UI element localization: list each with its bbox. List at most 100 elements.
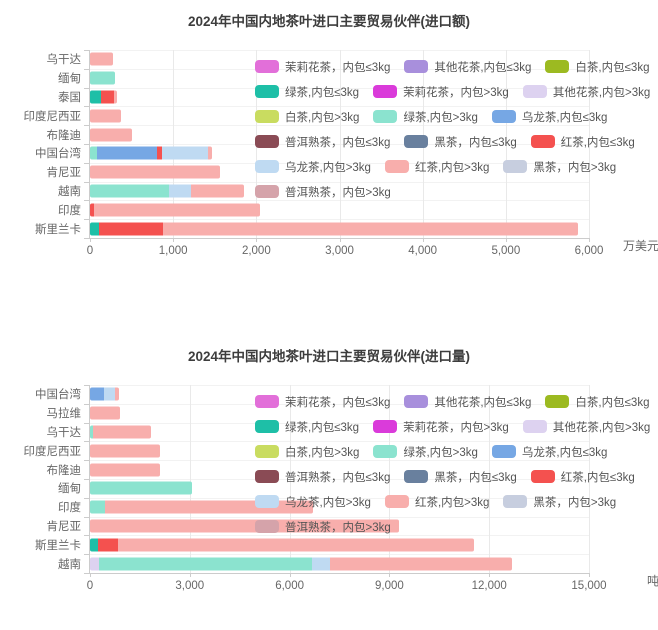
bar-segment-乌龙茶,内包>3kg[interactable] <box>104 387 115 401</box>
bar-segment-红茶,内包≤3kg[interactable] <box>97 538 118 552</box>
bar-segment-红茶,内包≤3kg[interactable] <box>157 146 162 160</box>
legend-item-普洱熟茶，内包>3kg[interactable]: 普洱熟茶，内包>3kg <box>255 184 391 200</box>
stacked-bar-印度尼西亚[interactable] <box>90 444 160 458</box>
bar-segment-绿茶,内包>3kg[interactable] <box>90 146 98 160</box>
legend-item-茉莉花茶，内包>3kg[interactable]: 茉莉花茶，内包>3kg <box>373 419 509 435</box>
legend-item-白茶,内包>3kg[interactable]: 白茶,内包>3kg <box>255 109 359 125</box>
stacked-bar-乌干达[interactable] <box>90 52 114 66</box>
legend-item-label: 普洱熟茶，内包>3kg <box>285 186 391 199</box>
stacked-bar-肯尼亚[interactable] <box>90 519 400 533</box>
bar-segment-红茶,内包≤3kg[interactable] <box>90 203 95 217</box>
bar-segment-绿茶,内包>3kg[interactable] <box>98 557 312 571</box>
bar-segment-绿茶,内包≤3kg[interactable] <box>90 538 98 552</box>
legend-item-茉莉花茶，内包>3kg[interactable]: 茉莉花茶，内包>3kg <box>373 84 509 100</box>
legend-item-红茶,内包>3kg[interactable]: 红茶,内包>3kg <box>384 159 489 175</box>
legend-item-其他花茶,内包>3kg[interactable]: 其他花茶,内包>3kg <box>522 84 650 100</box>
bar-segment-红茶,内包>3kg[interactable] <box>94 203 260 217</box>
bar-segment-红茶,内包>3kg[interactable] <box>329 557 513 571</box>
stacked-bar-中国台湾[interactable] <box>90 387 119 401</box>
bar-segment-红茶,内包>3kg[interactable] <box>114 90 118 104</box>
legend-item-茉莉花茶，内包≤3kg[interactable]: 茉莉花茶，内包≤3kg <box>255 394 390 410</box>
bar-segment-红茶,内包>3kg[interactable] <box>90 406 120 420</box>
gridline-horizontal <box>90 554 589 556</box>
legend-item-乌龙茶,内包≤3kg[interactable]: 乌龙茶,内包≤3kg <box>491 444 607 460</box>
legend-item-白茶,内包≤3kg[interactable]: 白茶,内包≤3kg <box>545 394 649 410</box>
stacked-bar-肯尼亚[interactable] <box>90 165 220 179</box>
legend-item-黑茶，内包>3kg[interactable]: 黑茶，内包>3kg <box>503 494 616 510</box>
x-axis-tick <box>505 238 507 242</box>
bar-segment-红茶,内包>3kg[interactable] <box>92 425 151 439</box>
bar-segment-红茶,内包≤3kg[interactable] <box>100 90 115 104</box>
bar-segment-绿茶,内包>3kg[interactable] <box>90 184 169 198</box>
legend-item-其他花茶,内包≤3kg[interactable]: 其他花茶,内包≤3kg <box>404 59 531 75</box>
legend-item-红茶,内包≤3kg[interactable]: 红茶,内包≤3kg <box>530 469 635 485</box>
legend-item-黑茶，内包>3kg[interactable]: 黑茶，内包>3kg <box>503 159 616 175</box>
legend-item-白茶,内包>3kg[interactable]: 白茶,内包>3kg <box>255 444 359 460</box>
bar-segment-绿茶,内包>3kg[interactable] <box>90 500 105 514</box>
bar-segment-红茶,内包>3kg[interactable] <box>190 184 244 198</box>
legend-item-绿茶,内包>3kg[interactable]: 绿茶,内包>3kg <box>373 444 478 460</box>
bar-segment-红茶,内包>3kg[interactable] <box>90 128 133 142</box>
category-label: 布隆迪 <box>46 464 82 477</box>
stacked-bar-布隆迪[interactable] <box>90 463 161 477</box>
stacked-bar-印度尼西亚[interactable] <box>90 109 121 123</box>
stacked-bar-布隆迪[interactable] <box>90 128 133 142</box>
bar-segment-其他花茶,内包>3kg[interactable] <box>90 557 99 571</box>
legend-item-乌龙茶,内包>3kg[interactable]: 乌龙茶,内包>3kg <box>255 159 371 175</box>
bar-segment-红茶,内包>3kg[interactable] <box>90 463 161 477</box>
stacked-bar-斯里兰卡[interactable] <box>90 538 474 552</box>
bar-segment-红茶,内包>3kg[interactable] <box>117 538 474 552</box>
legend-item-普洱熟茶，内包≤3kg[interactable]: 普洱熟茶，内包≤3kg <box>255 134 390 150</box>
bar-segment-乌龙茶,内包≤3kg[interactable] <box>97 146 158 160</box>
bar-segment-绿茶,内包≤3kg[interactable] <box>90 222 100 236</box>
bar-segment-红茶,内包>3kg[interactable] <box>90 109 121 123</box>
legend-item-黑茶，内包≤3kg[interactable]: 黑茶，内包≤3kg <box>404 469 517 485</box>
bar-segment-绿茶,内包≤3kg[interactable] <box>90 90 101 104</box>
stacked-bar-印度[interactable] <box>90 203 260 217</box>
bar-segment-红茶,内包>3kg[interactable] <box>90 52 114 66</box>
legend-item-绿茶,内包≤3kg[interactable]: 绿茶,内包≤3kg <box>255 84 359 100</box>
bar-segment-乌龙茶,内包≤3kg[interactable] <box>90 387 105 401</box>
legend-item-红茶,内包≤3kg[interactable]: 红茶,内包≤3kg <box>530 134 635 150</box>
bar-segment-红茶,内包>3kg[interactable] <box>114 387 119 401</box>
bar-segment-红茶,内包>3kg[interactable] <box>90 519 400 533</box>
legend-item-其他花茶,内包≤3kg[interactable]: 其他花茶,内包≤3kg <box>404 394 531 410</box>
y-axis-tick <box>84 50 90 51</box>
stacked-bar-乌干达[interactable] <box>90 425 151 439</box>
y-axis-tick <box>84 497 90 499</box>
legend-item-绿茶,内包>3kg[interactable]: 绿茶,内包>3kg <box>373 109 478 125</box>
legend-item-普洱熟茶，内包>3kg[interactable]: 普洱熟茶，内包>3kg <box>255 519 391 535</box>
stacked-bar-缅甸[interactable] <box>90 71 115 85</box>
legend-item-绿茶,内包≤3kg[interactable]: 绿茶,内包≤3kg <box>255 419 359 435</box>
legend-color-chip <box>522 420 547 433</box>
legend-color-chip <box>255 395 279 408</box>
bar-segment-乌龙茶,内包>3kg[interactable] <box>161 146 209 160</box>
legend-item-红茶,内包>3kg[interactable]: 红茶,内包>3kg <box>384 494 489 510</box>
legend-item-黑茶，内包≤3kg[interactable]: 黑茶，内包≤3kg <box>404 134 517 150</box>
bar-segment-红茶,内包>3kg[interactable] <box>90 444 160 458</box>
chart-legend: 茉莉花茶，内包≤3kg 其他花茶,内包≤3kg 白茶,内包≤3kg 绿茶,内包≤3kg… <box>255 54 655 204</box>
stacked-bar-斯里兰卡[interactable] <box>90 222 579 236</box>
bar-segment-红茶,内包>3kg[interactable] <box>90 165 220 179</box>
bar-segment-绿茶,内包>3kg[interactable] <box>90 425 93 439</box>
bar-segment-乌龙茶,内包>3kg[interactable] <box>169 184 191 198</box>
stacked-bar-越南[interactable] <box>90 184 244 198</box>
stacked-bar-泰国[interactable] <box>90 90 118 104</box>
legend-item-白茶,内包≤3kg[interactable]: 白茶,内包≤3kg <box>545 59 649 75</box>
legend-item-乌龙茶,内包>3kg[interactable]: 乌龙茶,内包>3kg <box>255 494 371 510</box>
bar-segment-红茶,内包≤3kg[interactable] <box>99 222 164 236</box>
bar-segment-绿茶,内包>3kg[interactable] <box>90 71 115 85</box>
legend-item-乌龙茶,内包≤3kg[interactable]: 乌龙茶,内包≤3kg <box>491 109 607 125</box>
bar-segment-红茶,内包>3kg[interactable] <box>208 146 213 160</box>
stacked-bar-越南[interactable] <box>90 557 513 571</box>
legend-item-普洱熟茶，内包≤3kg[interactable]: 普洱熟茶，内包≤3kg <box>255 469 390 485</box>
bar-segment-绿茶,内包>3kg[interactable] <box>90 481 193 495</box>
stacked-bar-中国台湾[interactable] <box>90 146 213 160</box>
stacked-bar-缅甸[interactable] <box>90 481 193 495</box>
stacked-bar-马拉维[interactable] <box>90 406 120 420</box>
bar-segment-乌龙茶,内包>3kg[interactable] <box>311 557 330 571</box>
legend-item-茉莉花茶，内包≤3kg[interactable]: 茉莉花茶，内包≤3kg <box>255 59 390 75</box>
legend-item-label: 绿茶,内包>3kg <box>403 446 478 459</box>
bar-segment-红茶,内包>3kg[interactable] <box>163 222 579 236</box>
legend-item-其他花茶,内包>3kg[interactable]: 其他花茶,内包>3kg <box>522 419 650 435</box>
